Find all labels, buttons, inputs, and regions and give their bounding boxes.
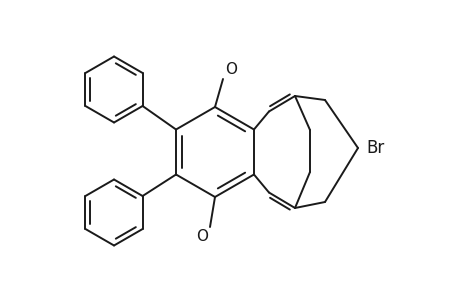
Text: O: O (196, 229, 207, 244)
Text: O: O (224, 62, 236, 77)
Text: Br: Br (365, 139, 383, 157)
